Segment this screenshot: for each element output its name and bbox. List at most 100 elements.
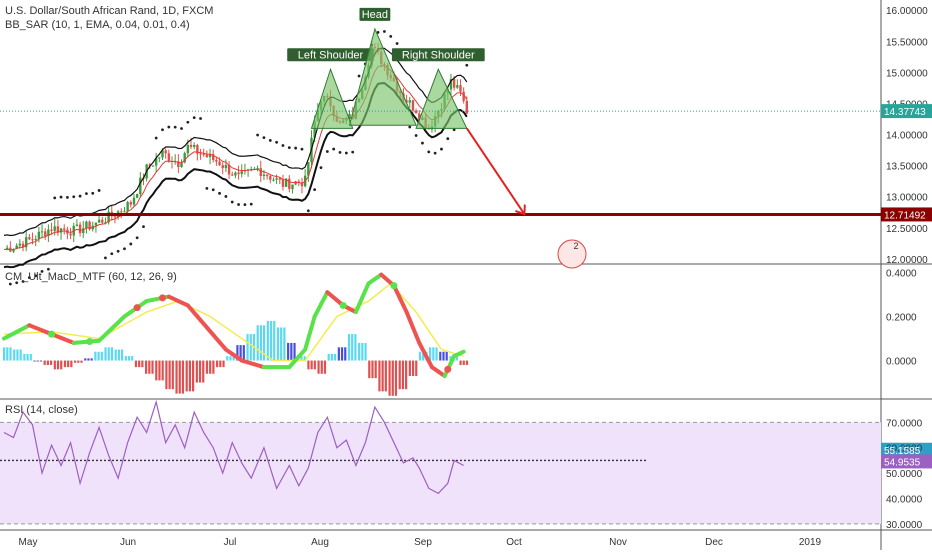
macd-histogram-bar [439,352,441,361]
macd-histogram-bar [280,327,282,360]
sar-dot [313,188,316,191]
macd-histogram-bar [182,361,184,394]
sar-dot [136,236,139,239]
sar-dot [167,126,170,129]
sar-dot [123,247,126,250]
y-tick-label: 12.00000 [886,255,928,266]
macd-histogram-bar [388,361,390,396]
candle-body [152,165,154,166]
candle-body [98,220,100,223]
macd-histogram-bar [321,361,323,374]
macd-histogram-bar [169,361,171,390]
macd-histogram-bar [375,361,377,379]
candle-body [234,172,236,175]
macd-histogram-bar [290,343,292,361]
candle-body [193,145,195,147]
sar-dot [237,203,240,206]
sar-dot [53,196,56,199]
sar-dot [269,139,272,142]
sar-dot [60,196,63,199]
sar-dot [155,137,158,140]
macd-histogram-bar [405,361,407,390]
sar-dot [72,195,75,198]
macd-histogram-bar [155,361,157,381]
candle-body [168,153,170,161]
macd-histogram-bar [70,361,72,368]
x-tick-label: May [19,537,38,548]
macd-histogram-bar [459,361,461,365]
candle-body [120,211,122,212]
macd-histogram-bar [175,361,177,394]
macd-histogram-bar [162,361,164,381]
macd-histogram-bar [277,327,279,360]
sar-dot [129,243,132,246]
x-tick-label: Sep [414,537,432,548]
candle-body [459,85,461,92]
candle-body [291,185,293,189]
sar-dot [85,192,88,195]
macd-histogram-bar [354,334,356,360]
cross-dot [134,304,141,311]
sar-dot [161,128,164,131]
macd-histogram-bar [399,361,401,390]
x-tick-label: Oct [506,537,522,548]
sar-dot [142,225,145,228]
rsi-value-label: 54.9535 [884,457,921,468]
candle-body [282,180,284,187]
macd-histogram-bar [378,361,380,392]
sar-dot [326,150,329,153]
candle-body [101,220,103,223]
candle-body [215,160,217,162]
macd-histogram-bar [412,361,414,376]
rsi-value-label: 55.1585 [884,446,921,457]
macd-histogram-bar [84,358,86,360]
candle-body [222,165,224,168]
candle-body [206,155,208,157]
event-badge-icon [558,240,586,268]
macd-histogram-bar [54,361,56,370]
macd-histogram-bar [229,356,231,360]
cross-dot [390,282,397,289]
candle-body [38,232,40,239]
sar-dot [408,126,411,129]
sar-dot [66,196,69,199]
macd-histogram-bar [219,361,221,368]
macd-histogram-bar [20,350,22,361]
macd-histogram-bar [87,358,89,360]
macd-histogram-bar [115,350,117,361]
macd-histogram-bar [287,343,289,361]
macd-histogram-bar [125,356,127,360]
macd-histogram-bar [97,352,99,361]
macd-histogram-bar [283,327,285,360]
candle-body [130,202,132,204]
macd-histogram-bar [67,361,69,368]
macd-histogram-bar [128,356,130,360]
candle-body [136,194,138,198]
macd-histogram-bar [257,325,259,360]
macd-histogram-bar [50,361,52,365]
macd-histogram-bar [402,361,404,390]
sar-dot [465,64,468,67]
candle-body [114,216,116,217]
candle-body [31,239,33,240]
candle-body [412,100,414,110]
macd-histogram-bar [382,361,384,392]
macd-histogram-bar [317,361,319,374]
candle-body [164,150,166,153]
x-tick-label: Aug [311,537,329,548]
macd-histogram-bar [111,347,113,360]
macd-histogram-bar [206,361,208,374]
macd-histogram-bar [338,347,340,360]
macd-histogram-bar [267,321,269,361]
macd-histogram-bar [442,352,444,361]
macd-histogram-bar [415,361,417,376]
sar-dot [263,136,266,139]
macd-histogram-bar [466,361,468,365]
macd-histogram-bar [172,361,174,390]
macd-histogram-bar [40,361,42,362]
macd-histogram-bar [344,347,346,360]
candle-body [218,162,220,166]
macd-histogram-bar [202,361,204,383]
macd-histogram-bar [13,350,15,361]
